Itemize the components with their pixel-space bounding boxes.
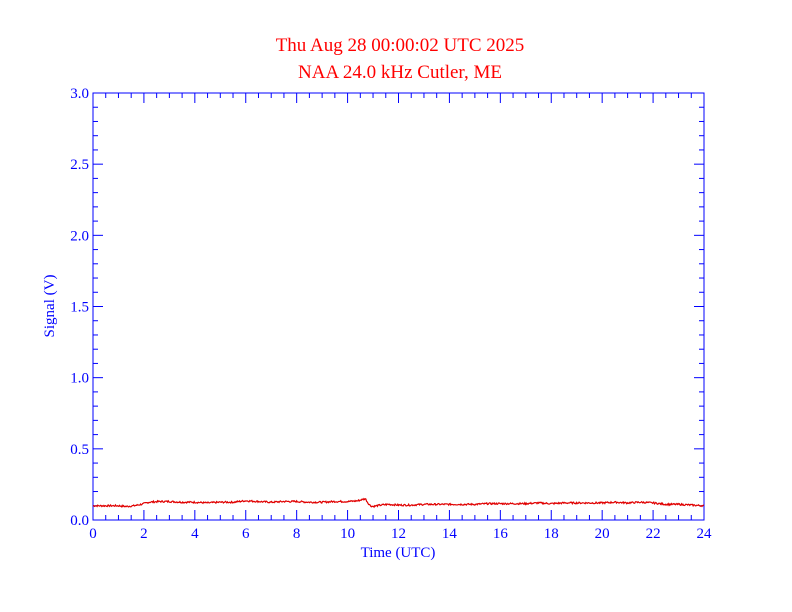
chart-subtitle: NAA 24.0 kHz Cutler, ME: [298, 62, 502, 83]
x-tick-label: 24: [697, 526, 713, 542]
x-tick-label: 4: [191, 526, 199, 542]
x-tick-label: 14: [442, 526, 458, 542]
y-tick-label: 0.5: [70, 442, 89, 458]
x-tick-label: 10: [340, 526, 355, 542]
y-tick-label: 1.0: [70, 371, 89, 387]
x-tick-label: 8: [293, 526, 301, 542]
signal-series-line: [92, 497, 705, 509]
y-tick-label: 2.5: [70, 157, 89, 173]
x-tick-label: 20: [595, 526, 610, 542]
y-tick-label: 3.0: [70, 86, 89, 102]
y-tick-label: 2.0: [70, 228, 89, 244]
plot-frame: [92, 92, 705, 521]
x-tick-label: 18: [544, 526, 559, 542]
axis-ticks: [92, 92, 705, 521]
x-tick-label: 16: [493, 526, 509, 542]
y-axis-label: Signal (V): [42, 275, 58, 338]
axis-tick-labels: 0 2 4 6 8 10 12 14 16 18 20 22 240.00.51.01.52.02.53…: [70, 86, 712, 542]
x-tick-label: 0: [89, 526, 97, 542]
x-axis-label: Time (UTC): [361, 545, 436, 561]
x-tick-label: 22: [646, 526, 661, 542]
chart-title: Thu Aug 28 00:00:02 UTC 2025: [276, 35, 525, 56]
y-tick-label: 0.0: [70, 513, 89, 529]
x-tick-label: 2: [140, 526, 148, 542]
x-tick-label: 12: [391, 526, 406, 542]
y-tick-label: 1.5: [70, 300, 89, 316]
x-tick-label: 6: [242, 526, 250, 542]
